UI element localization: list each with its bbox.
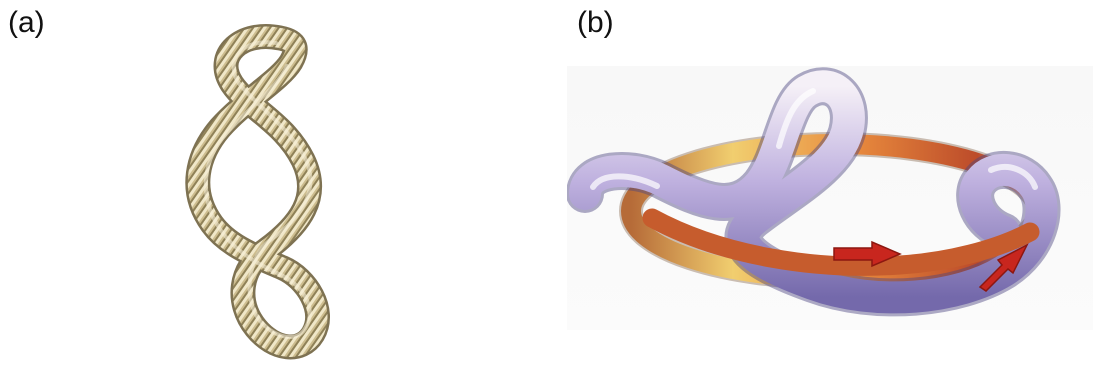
twisted-rope-figure <box>185 24 330 360</box>
front-ring-segment <box>642 208 1040 276</box>
panel-a-label: (a) <box>8 6 45 39</box>
panel-b-label: (b) <box>577 6 614 39</box>
tube-direction-arrow <box>978 243 1029 292</box>
tube-highlight-left <box>590 173 660 190</box>
tube-highlight-top <box>776 88 816 149</box>
tube-highlight-right <box>988 164 1038 190</box>
knotted-tube-figure <box>567 66 1093 330</box>
rope-body <box>187 26 328 357</box>
ring-direction-arrow <box>833 240 902 268</box>
rope-highlight <box>203 40 313 339</box>
